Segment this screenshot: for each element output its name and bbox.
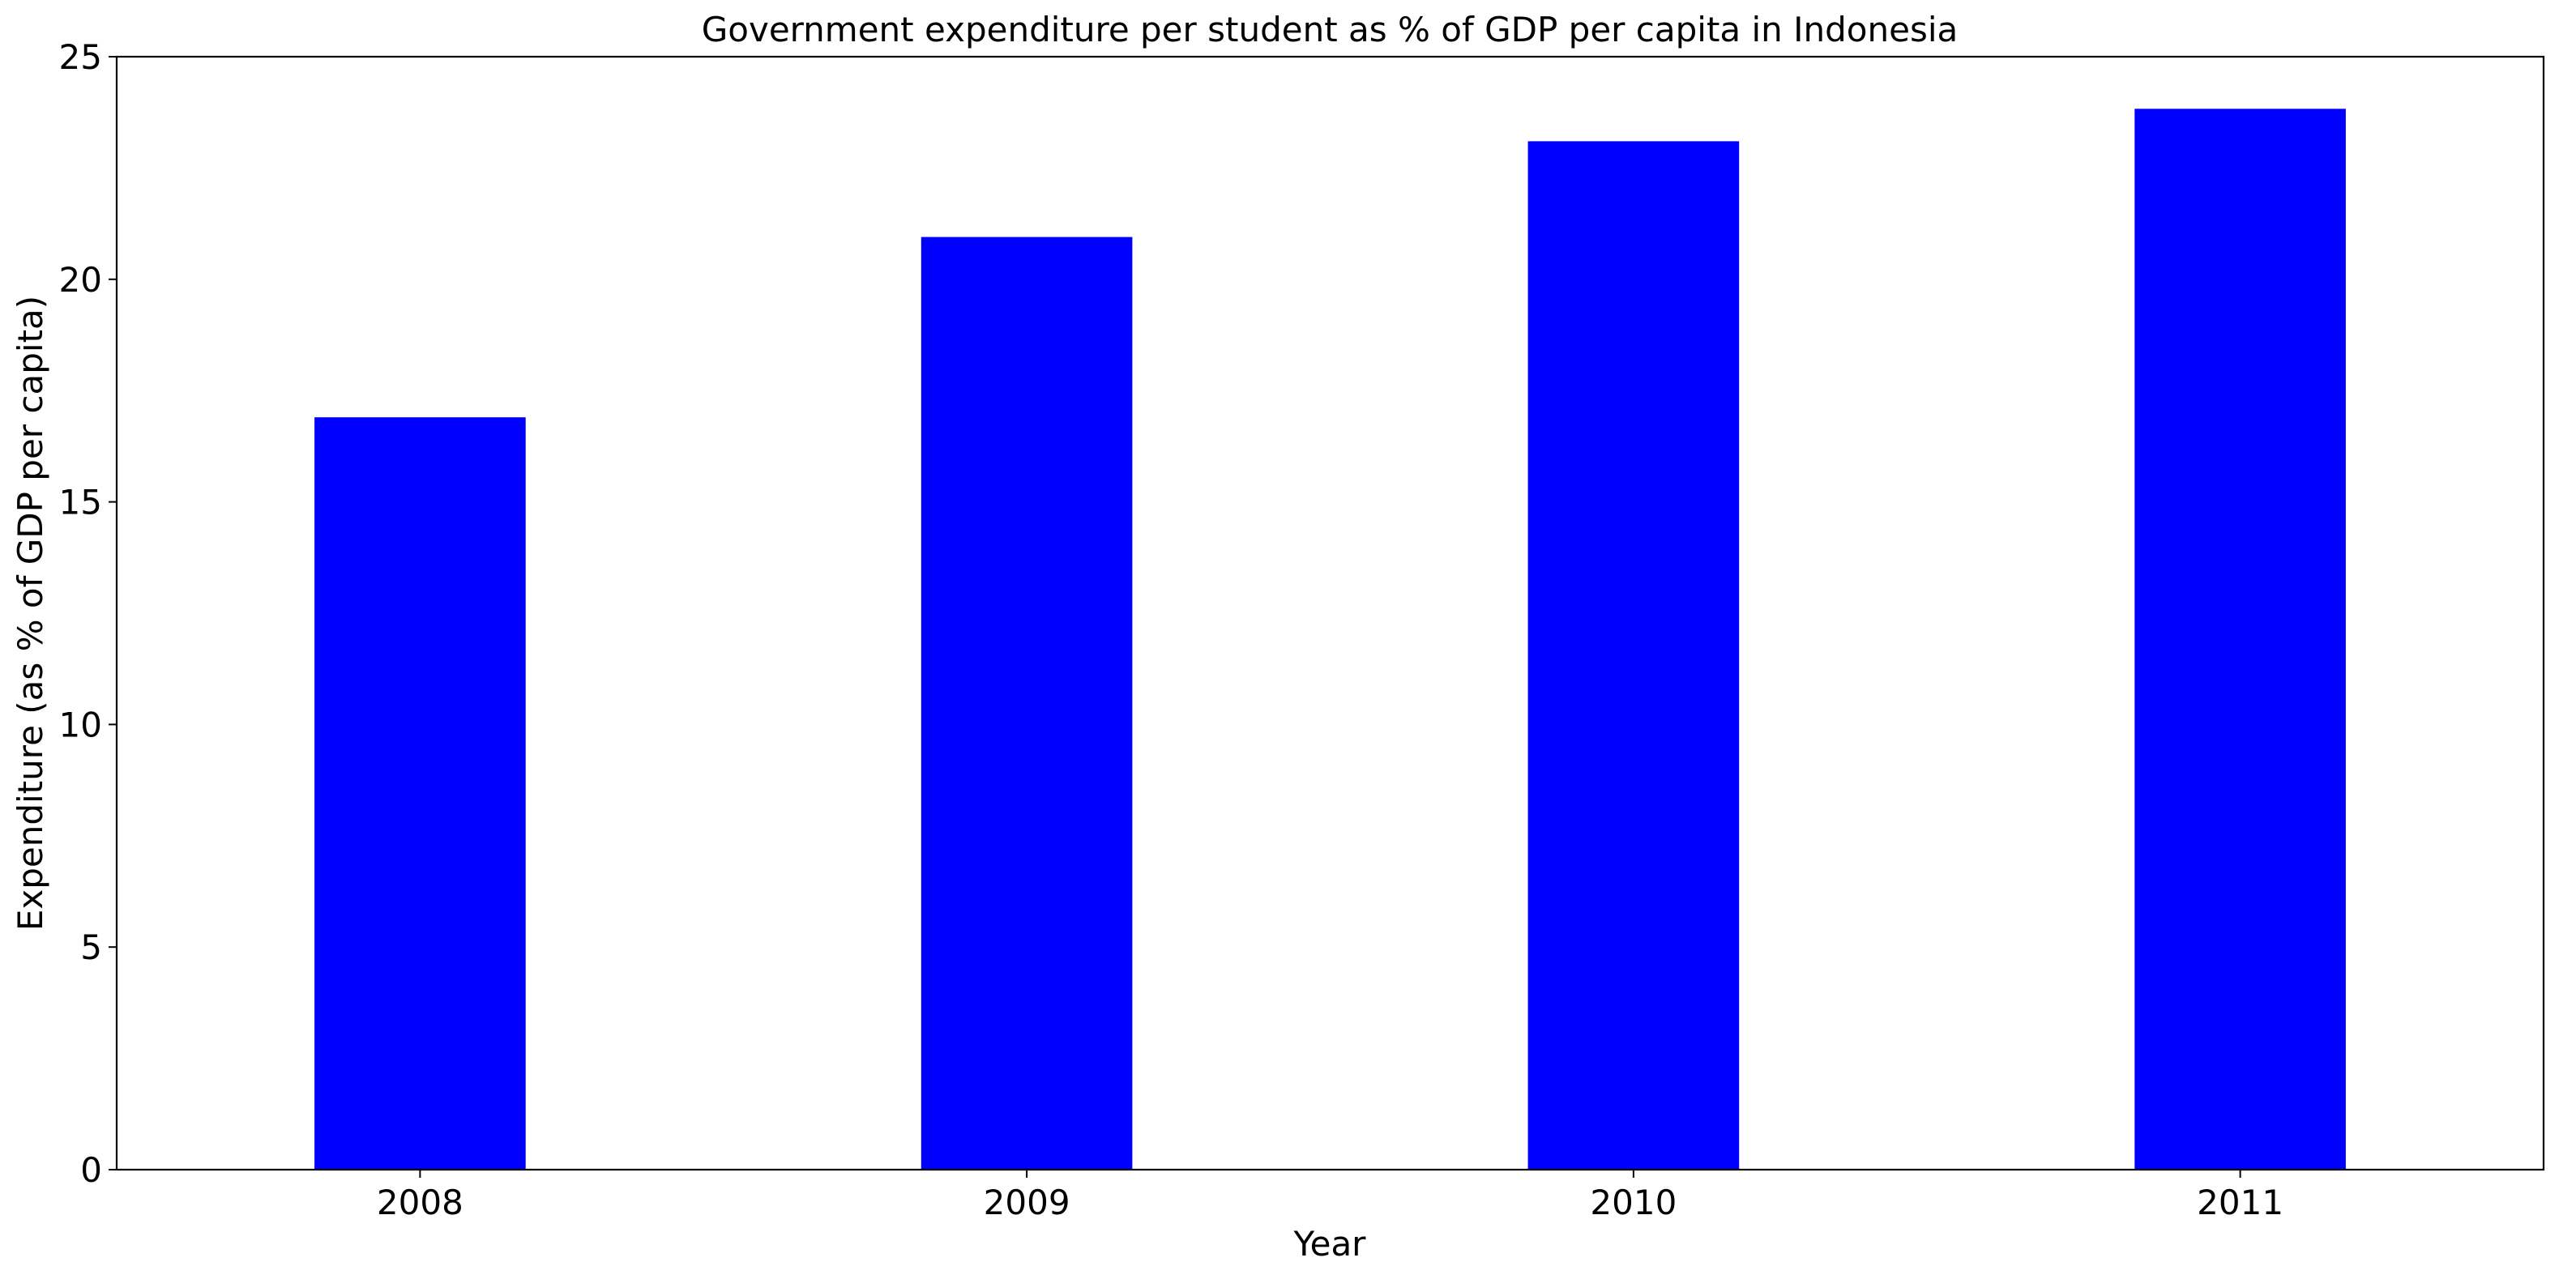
chart-title: Government expenditure per student as % …	[702, 10, 1959, 49]
y-tick-label: 15	[59, 483, 102, 522]
bar-2008	[314, 417, 526, 1170]
y-axis: 0 5 10 15 20 25	[59, 37, 117, 1190]
x-tick-label: 2011	[2197, 1183, 2283, 1222]
y-axis-label: Expenditure (as % of GDP per capita)	[11, 296, 50, 931]
bar-2009	[921, 237, 1133, 1170]
plot-area	[115, 55, 2545, 1171]
x-tick-label: 2010	[1590, 1183, 1677, 1222]
y-tick-label: 0	[80, 1150, 102, 1190]
plot-border	[115, 55, 2545, 1171]
x-tick-label: 2008	[377, 1183, 464, 1222]
y-tick-label: 10	[59, 705, 102, 744]
bar-2010	[1527, 141, 1740, 1170]
bars-group	[314, 109, 2346, 1170]
y-tick-label: 25	[59, 37, 102, 77]
bar-2011	[2134, 109, 2346, 1170]
y-tick-label: 20	[59, 260, 102, 300]
x-axis: 2008 2009 2010 2011	[377, 1170, 2283, 1222]
x-tick-label: 2009	[984, 1183, 1070, 1222]
y-tick-label: 5	[80, 927, 102, 967]
x-axis-label: Year	[1293, 1224, 1367, 1264]
